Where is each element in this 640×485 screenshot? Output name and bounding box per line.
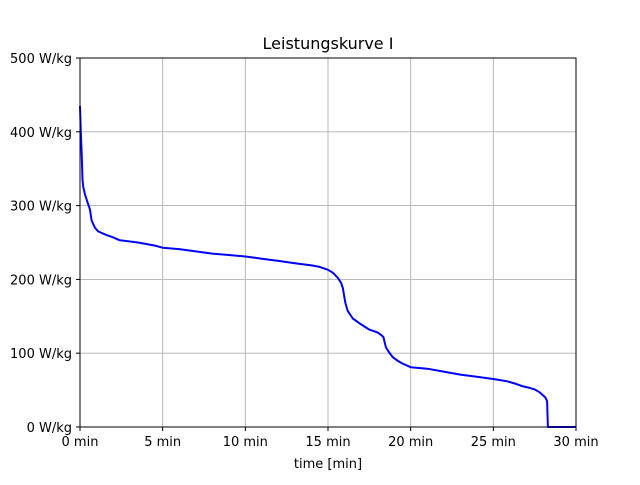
x-tick-label: 0 min <box>62 435 99 450</box>
x-tick-label: 25 min <box>471 435 516 450</box>
ticks: 0 min 5 min 10 min 15 min 20 min 25 min 30 min… <box>10 52 599 450</box>
x-tick-label: 5 min <box>144 435 181 450</box>
x-tick-label: 15 min <box>305 435 350 450</box>
power-curve-line <box>79 105 576 428</box>
chart-title: Leistungskurve I <box>263 34 394 53</box>
y-tick-label: 0 W/kg <box>27 421 72 436</box>
x-tick-label: 20 min <box>388 435 433 450</box>
y-tick-label: 300 W/kg <box>10 200 72 215</box>
x-tick-label: 30 min <box>553 435 598 450</box>
y-tick-label: 400 W/kg <box>10 126 72 141</box>
x-tick-label: 10 min <box>223 435 268 450</box>
y-tick-label: 500 W/kg <box>10 52 72 67</box>
y-tick-label: 200 W/kg <box>10 273 72 288</box>
series-layer <box>79 105 576 428</box>
grid <box>79 57 577 428</box>
x-axis-label: time [min] <box>294 457 362 472</box>
y-tick-label: 100 W/kg <box>10 347 72 362</box>
